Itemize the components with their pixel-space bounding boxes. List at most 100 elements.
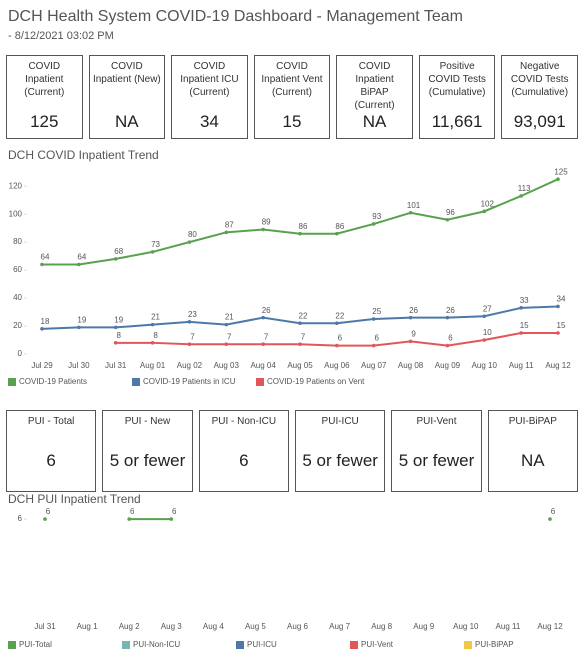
data-label: 10 [483, 328, 492, 337]
data-point [371, 343, 376, 348]
data-point [150, 341, 155, 345]
data-label: 19 [114, 316, 123, 325]
x-tick-label: Aug 03 [214, 361, 240, 370]
y-tick-label: 80 [13, 237, 22, 246]
data-label: 101 [407, 201, 421, 210]
data-point [548, 517, 552, 521]
data-label: 33 [520, 296, 529, 305]
data-point [113, 257, 118, 261]
kpi-label: PUI-Vent [416, 416, 457, 427]
x-tick-label: Aug 8 [371, 622, 392, 631]
x-tick-label: Aug 4 [203, 622, 224, 631]
kpi-card: PUI-Vent 5 or fewer [391, 410, 482, 492]
x-tick-label: Aug 10 [453, 622, 479, 631]
data-point [261, 342, 265, 347]
kpi-value: 6 [46, 451, 56, 470]
legend-swatch [8, 641, 16, 649]
data-point [445, 315, 450, 320]
dashboard-subtitle: - 8/12/2021 03:02 PM [8, 30, 114, 42]
data-point [150, 322, 155, 327]
data-label: 21 [151, 313, 160, 322]
x-tick-label: Aug 07 [361, 361, 387, 370]
legend-swatch [350, 641, 358, 649]
data-label: 23 [188, 310, 197, 319]
y-tick-label: 20 [13, 321, 22, 330]
data-point [127, 517, 131, 521]
x-tick-label: Aug 7 [329, 622, 350, 631]
data-point [556, 331, 560, 335]
x-tick-label: Aug 2 [119, 622, 140, 631]
data-point [298, 321, 302, 326]
x-tick-label: Aug 05 [287, 361, 313, 370]
data-point [224, 230, 229, 235]
data-point [169, 517, 174, 521]
kpi-card: PUI - New 5 or fewer [102, 410, 193, 492]
data-point [408, 339, 413, 344]
data-point [261, 315, 265, 320]
kpi-card: COVID Inpatient ICU (Current) 34 [171, 55, 248, 139]
kpi-card: Positive COVID Tests (Cumulative) 11,661 [418, 55, 496, 139]
data-point [482, 338, 487, 342]
kpi-value: NA [362, 112, 387, 131]
data-label: 64 [41, 253, 50, 262]
data-point [482, 314, 487, 319]
data-point [371, 222, 376, 226]
kpi-card: COVID Inpatient (Current) 125 [6, 55, 83, 139]
x-tick-label: Aug 02 [177, 361, 203, 370]
chart-title: DCH COVID Inpatient Trend [8, 148, 159, 162]
data-label: 102 [481, 199, 495, 208]
data-label: 93 [372, 212, 381, 221]
kpi-label: Negative COVID Tests (Cumulative) [510, 61, 569, 98]
kpi-label: PUI-ICU [321, 416, 359, 427]
data-label: 8 [153, 331, 158, 340]
data-point [298, 342, 302, 347]
data-label: 6 [448, 334, 453, 343]
data-label: 7 [227, 332, 232, 341]
x-tick-label: Jul 30 [68, 361, 90, 370]
data-label: 7 [301, 332, 306, 341]
data-point [298, 231, 302, 236]
data-point [335, 231, 339, 236]
kpi-card: COVID Inpatient BiPAP (Current) NA [336, 55, 413, 139]
kpi-label: Positive COVID Tests (Cumulative) [428, 61, 486, 98]
kpi-card: PUI - Non-ICU 6 [198, 410, 289, 492]
data-point [335, 321, 339, 326]
data-label: 26 [262, 306, 271, 315]
data-point [556, 304, 560, 309]
data-label: 25 [372, 307, 381, 316]
kpi-value: 125 [30, 112, 59, 131]
data-label: 68 [114, 247, 123, 256]
data-label: 18 [41, 317, 50, 326]
kpi-card: PUI - Total 6 [6, 410, 97, 492]
data-label: 21 [225, 313, 234, 322]
kpi-card: COVID Inpatient (New) NA [88, 55, 166, 139]
y-tick-label: 60 [13, 265, 22, 274]
data-point [519, 331, 523, 335]
data-label: 80 [188, 230, 197, 239]
kpi-value: NA [521, 451, 545, 470]
data-point [77, 325, 81, 330]
x-tick-label: Aug 01 [140, 361, 166, 370]
x-tick-label: Jul 31 [34, 622, 56, 631]
legend-swatch [256, 378, 264, 386]
data-label: 19 [77, 316, 86, 325]
kpi-label: COVID Inpatient Vent (Current) [261, 61, 323, 98]
data-point [335, 343, 339, 348]
legend-label: COVID-19 Patients on Vent [267, 377, 365, 386]
data-label: 7 [190, 332, 195, 341]
y-tick-label: 40 [13, 293, 22, 302]
kpi-card: COVID Inpatient Vent (Current) 15 [253, 55, 331, 139]
data-point [371, 317, 376, 321]
x-tick-label: Aug 1 [77, 622, 98, 631]
data-point [224, 322, 229, 327]
data-label: 113 [518, 184, 531, 193]
y-tick-label: 6 [18, 514, 23, 523]
data-point [408, 315, 413, 320]
y-tick-label: 120 [9, 181, 23, 190]
kpi-value: 5 or fewer [302, 451, 378, 470]
x-tick-label: Aug 5 [245, 622, 266, 631]
x-tick-label: Aug 11 [496, 622, 521, 631]
x-tick-label: Aug 04 [250, 361, 276, 370]
y-tick-label: 0 [18, 349, 23, 358]
